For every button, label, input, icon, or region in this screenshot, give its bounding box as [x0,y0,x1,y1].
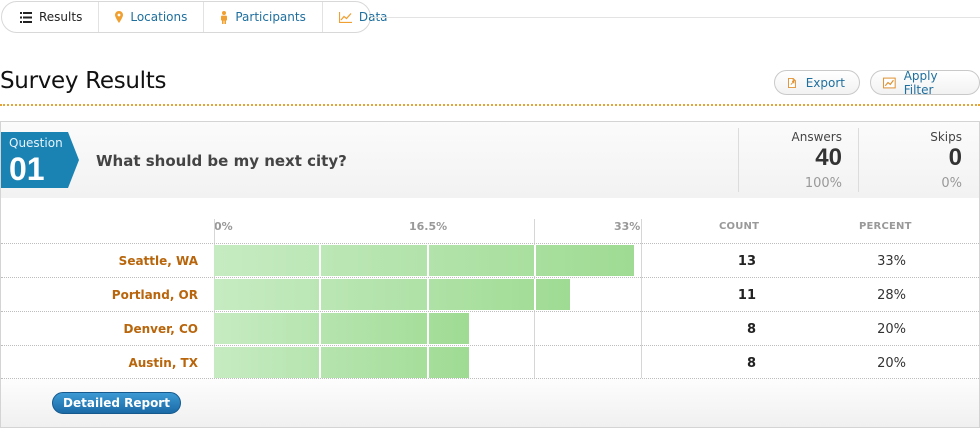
result-rows: Seattle, WA 13 33% Portland, OR 11 28% D… [1,243,979,379]
question-label: Question [9,136,63,150]
question-panel: Question 01 What should be my next city?… [0,121,980,428]
skips-stat: Skips 0 0% [858,128,978,192]
result-bar [214,347,469,378]
tab-locations[interactable]: Locations [99,2,205,32]
question-badge: Question 01 [1,132,79,188]
answers-label: Answers [791,130,842,144]
question-text: What should be my next city? [96,152,347,170]
count-value: 13 [737,254,756,269]
person-icon [221,10,228,24]
skips-percent: 0% [941,176,962,191]
answers-percent: 100% [804,176,842,191]
percent-value: 28% [877,288,906,303]
axis-tick-label: 0% [214,220,233,233]
tab-results-label: Results [39,10,83,24]
count-column-header: COUNT [719,221,760,232]
bar-separator [534,279,536,310]
chart-icon [883,77,896,88]
bar-separator [427,313,429,344]
question-number: 01 [9,151,45,187]
result-row: Seattle, WA 13 33% [1,243,979,277]
tab-divider [371,17,980,18]
export-icon [788,77,796,88]
bar-separator [319,245,321,276]
result-bar [214,245,634,276]
apply-filter-label: Apply Filter [903,68,938,97]
count-value: 11 [737,288,756,303]
result-bar [214,279,570,310]
answers-stat: Answers 40 100% [738,128,858,192]
panel-footer: Detailed Report [1,379,979,427]
page-title: Survey Results [0,68,167,94]
skips-value: 0 [948,144,962,171]
list-icon [20,11,32,23]
bar-separator [427,279,429,310]
tab-results[interactable]: Results [2,2,100,32]
city-label: Portland, OR [111,288,198,302]
badge-arrow-shape [1,132,79,188]
count-value: 8 [746,322,756,337]
count-value: 8 [746,356,756,371]
map-pin-icon [115,11,124,23]
header-divider [0,104,980,106]
answers-value: 40 [815,144,842,171]
bar-separator [319,313,321,344]
export-label: Export [805,75,845,90]
city-label: Seattle, WA [118,254,198,268]
apply-filter-button[interactable]: Apply Filter [870,68,980,97]
percent-value: 20% [877,322,906,337]
axis-tick-label: 16.5% [409,220,448,233]
percent-value: 20% [877,356,906,371]
result-bar [214,313,469,344]
percent-column-header: PERCENT [859,221,912,232]
result-row: Portland, OR 11 28% [1,277,979,311]
bar-separator [319,347,321,378]
bar-separator [534,245,536,276]
result-row: Austin, TX 8 20% [1,345,979,379]
tab-participants[interactable]: Participants [204,2,323,32]
bar-separator [427,245,429,276]
city-label: Denver, CO [123,322,198,336]
grid-line [641,219,642,378]
view-tabs: Results Locations Participants Data [1,1,388,33]
result-row: Denver, CO 8 20% [1,311,979,345]
bar-separator [319,279,321,310]
city-label: Austin, TX [128,356,198,370]
percent-value: 33% [877,254,906,269]
axis-tick-label: 33% [614,220,641,233]
tab-participants-label: Participants [235,10,306,24]
bar-separator [427,347,429,378]
detailed-report-button[interactable]: Detailed Report [52,392,181,414]
tab-locations-label: Locations [130,10,188,24]
export-button[interactable]: Export [774,70,860,95]
question-header: Question 01 What should be my next city?… [1,122,979,198]
chart-icon [338,11,352,23]
skips-label: Skips [930,130,962,144]
